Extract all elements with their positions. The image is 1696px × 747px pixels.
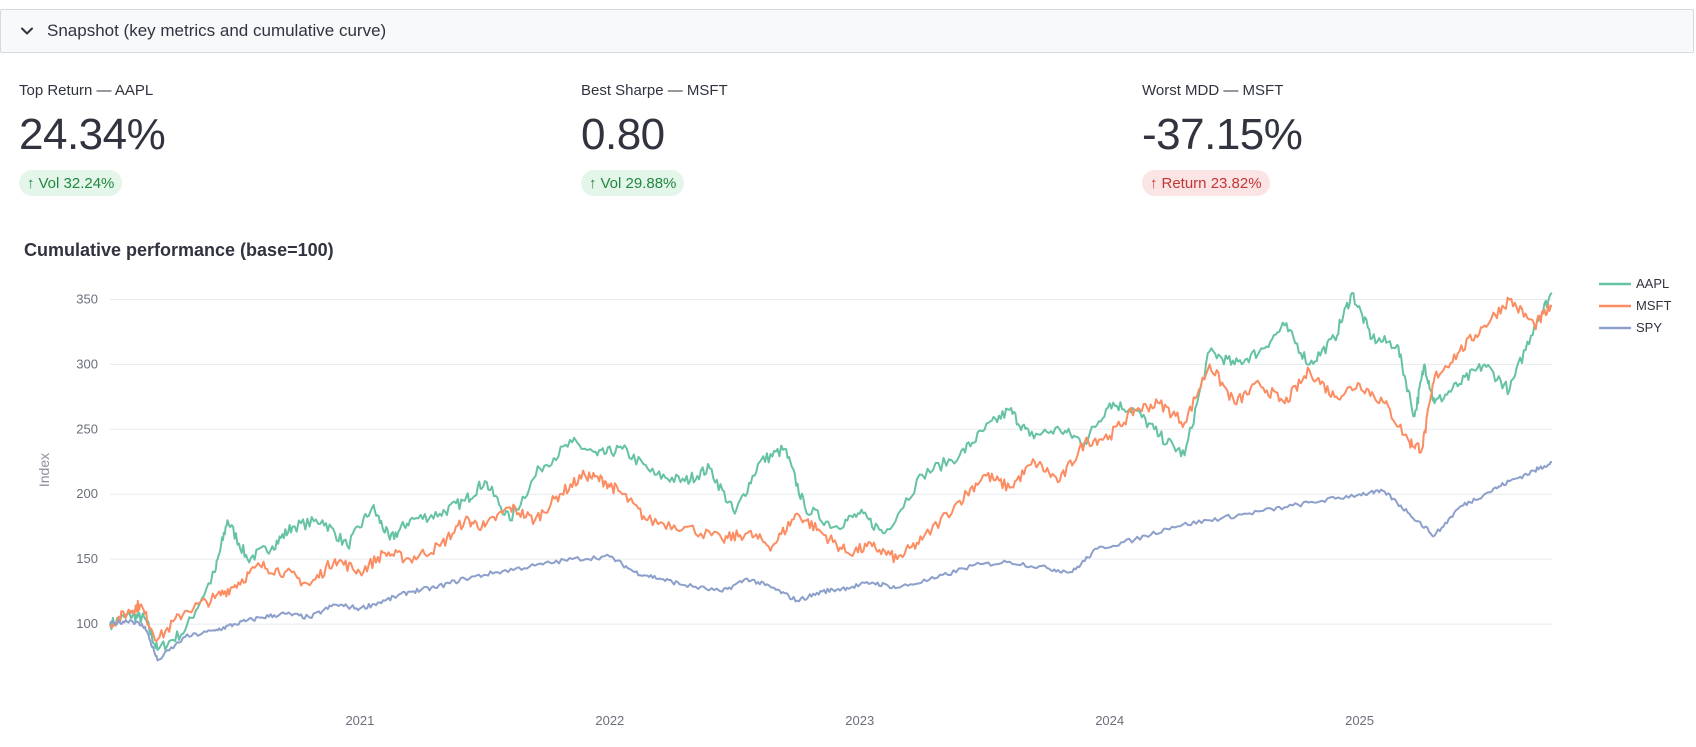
cumulative-performance-chart[interactable]: 100 150 200 250 300 350 2021 2022 2023 2024 2025 In… xyxy=(0,270,1696,747)
x-tick-label: 2022 xyxy=(595,713,624,728)
chart-title: Cumulative performance (base=100) xyxy=(24,240,334,260)
y-axis-title: Index xyxy=(36,453,52,487)
x-tick-label: 2024 xyxy=(1095,713,1124,728)
arrow-up-icon: ↑ xyxy=(27,174,35,192)
y-tick-label: 250 xyxy=(76,421,98,436)
legend-label-aapl[interactable]: AAPL xyxy=(1636,276,1669,291)
y-tick-label: 200 xyxy=(76,486,98,501)
chevron-down-icon xyxy=(19,23,35,39)
y-tick-label: 350 xyxy=(76,291,98,306)
metric-delta-text: Return 23.82% xyxy=(1161,174,1262,192)
metric-delta-badge: ↑ Return 23.82% xyxy=(1142,170,1270,196)
arrow-up-icon: ↑ xyxy=(1150,174,1158,192)
arrow-up-icon: ↑ xyxy=(589,174,597,192)
x-tick-label: 2025 xyxy=(1345,713,1374,728)
metric-delta-badge: ↑ Vol 29.88% xyxy=(581,170,685,196)
y-tick-label: 300 xyxy=(76,356,98,371)
metric-delta-text: Vol 32.24% xyxy=(38,174,115,192)
metric-delta-text: Vol 29.88% xyxy=(600,174,677,192)
expander-title: Snapshot (key metrics and cumulative cur… xyxy=(47,21,387,40)
metric-label: Worst MDD — MSFT xyxy=(1142,82,1284,99)
metric-label: Best Sharpe — MSFT xyxy=(581,82,728,99)
metric-top-return: Top Return — AAPL 24.34% ↑ Vol 32.24% xyxy=(19,82,166,196)
metric-label: Top Return — AAPL xyxy=(19,82,154,99)
x-tick-label: 2023 xyxy=(845,713,874,728)
y-tick-label: 100 xyxy=(76,616,98,631)
metric-value: 24.34% xyxy=(19,110,166,159)
metric-value: -37.15% xyxy=(1142,110,1303,159)
legend-label-msft[interactable]: MSFT xyxy=(1636,298,1671,313)
metric-worst-mdd: Worst MDD — MSFT -37.15% ↑ Return 23.82% xyxy=(1142,82,1303,196)
series-line-spy[interactable] xyxy=(109,460,1553,662)
metric-delta-badge: ↑ Vol 32.24% xyxy=(19,170,123,196)
metric-best-sharpe: Best Sharpe — MSFT 0.80 ↑ Vol 29.88% xyxy=(581,82,728,196)
legend-label-spy[interactable]: SPY xyxy=(1636,320,1662,335)
x-tick-label: 2021 xyxy=(345,713,374,728)
snapshot-expander-header[interactable]: Snapshot (key metrics and cumulative cur… xyxy=(0,9,1694,53)
series-line-aapl[interactable] xyxy=(109,292,1553,651)
series-line-msft[interactable] xyxy=(109,296,1553,643)
y-tick-label: 150 xyxy=(76,551,98,566)
metric-value: 0.80 xyxy=(581,110,665,159)
